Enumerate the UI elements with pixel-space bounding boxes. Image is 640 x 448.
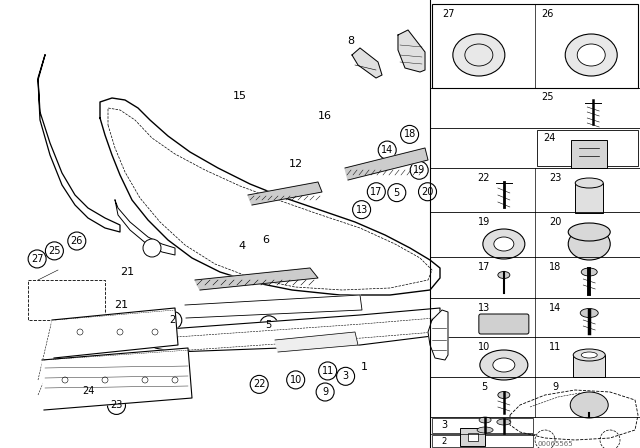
FancyBboxPatch shape <box>575 183 604 213</box>
Text: 12: 12 <box>289 159 303 168</box>
Text: 3: 3 <box>342 371 349 381</box>
Text: 19: 19 <box>477 217 490 227</box>
Text: 10: 10 <box>477 342 490 352</box>
Ellipse shape <box>573 349 605 361</box>
Text: 24: 24 <box>82 386 95 396</box>
Ellipse shape <box>497 419 511 425</box>
FancyBboxPatch shape <box>573 355 605 377</box>
Text: 27: 27 <box>442 9 454 19</box>
Polygon shape <box>42 348 192 410</box>
Text: 14: 14 <box>549 303 561 313</box>
Text: 22: 22 <box>253 379 266 389</box>
Polygon shape <box>185 295 362 318</box>
Ellipse shape <box>581 268 597 276</box>
Text: 24: 24 <box>543 133 556 143</box>
Text: 25: 25 <box>48 246 61 256</box>
Polygon shape <box>155 308 440 352</box>
Ellipse shape <box>565 34 617 76</box>
Text: 21: 21 <box>120 267 134 277</box>
Text: 11: 11 <box>549 342 561 352</box>
FancyBboxPatch shape <box>572 140 607 168</box>
Text: 18: 18 <box>549 262 561 272</box>
Polygon shape <box>38 55 120 232</box>
Polygon shape <box>52 308 178 358</box>
Ellipse shape <box>483 229 525 259</box>
Ellipse shape <box>568 223 610 241</box>
Text: 9: 9 <box>552 382 558 392</box>
Ellipse shape <box>580 309 598 318</box>
Text: 13: 13 <box>477 303 490 313</box>
Ellipse shape <box>453 34 505 76</box>
Ellipse shape <box>570 392 608 418</box>
FancyBboxPatch shape <box>460 428 485 446</box>
Text: 22: 22 <box>477 173 490 183</box>
Polygon shape <box>275 332 358 352</box>
Text: 5: 5 <box>266 320 272 330</box>
Text: 27: 27 <box>31 254 44 264</box>
Ellipse shape <box>581 352 597 358</box>
Ellipse shape <box>477 427 493 433</box>
Text: 9: 9 <box>322 387 328 397</box>
Text: 13: 13 <box>355 205 368 215</box>
Text: 17: 17 <box>477 262 490 272</box>
Text: 5: 5 <box>481 382 487 392</box>
Text: 2: 2 <box>442 436 447 445</box>
Ellipse shape <box>498 392 510 399</box>
Text: 14: 14 <box>381 145 394 155</box>
FancyBboxPatch shape <box>468 433 478 441</box>
Polygon shape <box>248 182 322 205</box>
Text: 26: 26 <box>541 9 553 19</box>
Text: 21: 21 <box>115 300 129 310</box>
Text: 17: 17 <box>370 187 383 197</box>
Text: 10: 10 <box>289 375 302 385</box>
Polygon shape <box>100 98 440 295</box>
Text: 19: 19 <box>413 165 426 175</box>
Circle shape <box>143 239 161 257</box>
Text: 15: 15 <box>233 91 247 101</box>
Polygon shape <box>352 48 382 78</box>
Text: 23: 23 <box>549 173 561 183</box>
Ellipse shape <box>577 44 605 66</box>
Text: 2: 2 <box>170 315 176 325</box>
Ellipse shape <box>480 350 528 380</box>
Text: 11: 11 <box>321 366 334 376</box>
Polygon shape <box>428 310 448 360</box>
Ellipse shape <box>498 271 510 279</box>
Ellipse shape <box>479 417 491 423</box>
Text: 8: 8 <box>347 36 355 46</box>
Text: 1: 1 <box>362 362 368 372</box>
Text: 18: 18 <box>403 129 416 139</box>
Text: 3: 3 <box>441 420 447 430</box>
Text: 20: 20 <box>549 217 561 227</box>
Polygon shape <box>115 200 175 255</box>
Ellipse shape <box>493 358 515 372</box>
Ellipse shape <box>575 178 604 188</box>
Text: 26: 26 <box>70 236 83 246</box>
Text: 4: 4 <box>238 241 246 250</box>
Text: 16: 16 <box>318 111 332 121</box>
Text: 00065565: 00065565 <box>537 441 573 447</box>
Polygon shape <box>345 148 428 180</box>
Text: 25: 25 <box>541 92 554 102</box>
Ellipse shape <box>494 237 514 251</box>
Text: 20: 20 <box>421 187 434 197</box>
Polygon shape <box>398 30 425 72</box>
Text: 23: 23 <box>110 401 123 410</box>
Text: 5: 5 <box>394 188 400 198</box>
Ellipse shape <box>568 228 610 260</box>
FancyBboxPatch shape <box>479 314 529 334</box>
Polygon shape <box>195 268 318 290</box>
Text: 7: 7 <box>399 34 407 44</box>
Text: 6: 6 <box>262 235 269 245</box>
